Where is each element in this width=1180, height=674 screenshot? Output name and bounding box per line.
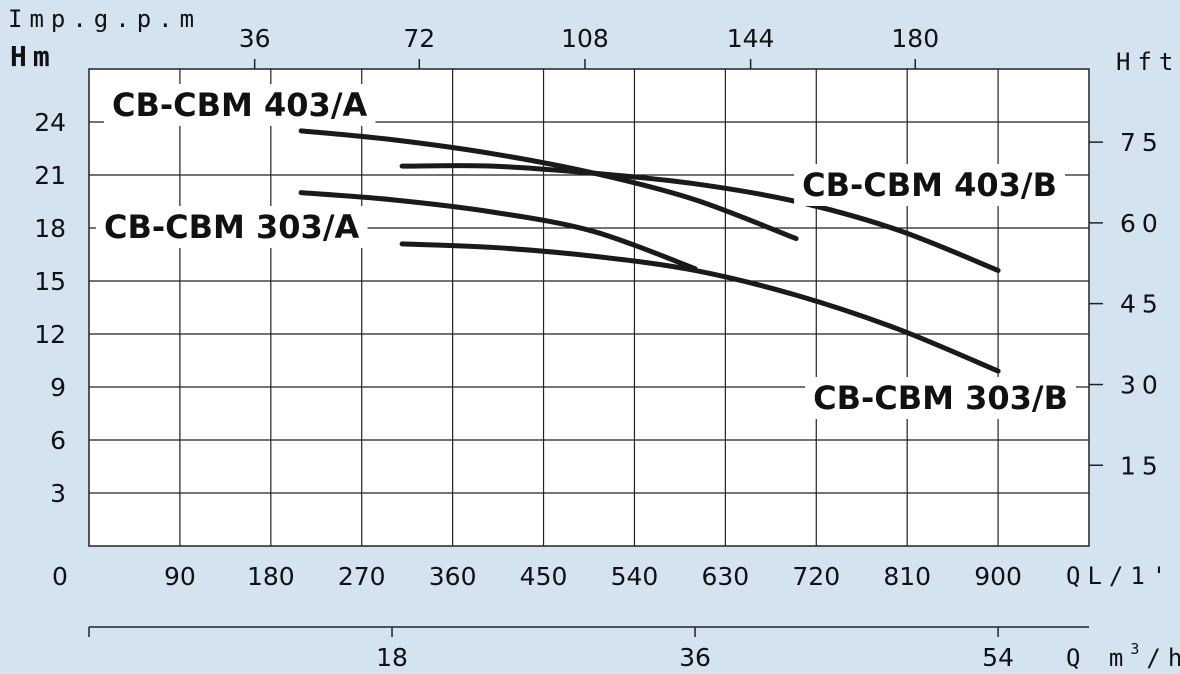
x-tick-label: 630 bbox=[702, 562, 750, 591]
series-label-bg bbox=[794, 164, 1065, 206]
right-tick-label: 60 bbox=[1120, 209, 1164, 238]
series-label: CB-CBM 303/A bbox=[104, 208, 360, 246]
series-curve-1 bbox=[298, 128, 799, 242]
bottom-flow2-unit: Q m3/h bbox=[1066, 640, 1180, 672]
y-tick-label: 18 bbox=[34, 214, 66, 243]
bottom-flow2-prefix: Q m bbox=[1066, 644, 1130, 672]
bottom-flow2-suffix: /h bbox=[1146, 644, 1180, 672]
top-tick-label: 108 bbox=[561, 24, 609, 53]
y-tick-label: 24 bbox=[34, 108, 66, 137]
x-tick-label: 270 bbox=[338, 562, 386, 591]
series-label: CB-CBM 403/A bbox=[112, 86, 368, 124]
right-tick-label: 15 bbox=[1120, 451, 1164, 480]
x-tick-label: 810 bbox=[883, 562, 931, 591]
series-label: CB-CBM 403/B bbox=[802, 166, 1057, 204]
right-tick-label: 30 bbox=[1120, 371, 1164, 400]
right-tick-label: 75 bbox=[1120, 128, 1164, 157]
right-tick-label: 45 bbox=[1120, 290, 1164, 319]
secondary-flow-axis: 18 36 54 bbox=[88, 626, 1089, 672]
y-tick-label: 15 bbox=[34, 267, 66, 296]
y-tick-label: 12 bbox=[34, 320, 66, 349]
series-label-bg bbox=[96, 206, 368, 248]
axis2-tick-label: 54 bbox=[982, 643, 1014, 672]
top-tick-label: 36 bbox=[239, 24, 271, 53]
y-tick-label: 21 bbox=[34, 161, 66, 190]
x-tick-label: 540 bbox=[611, 562, 659, 591]
top-flow-unit: Imp.g.p.m bbox=[8, 5, 201, 33]
plot-border bbox=[88, 68, 1090, 547]
curves bbox=[298, 128, 1001, 374]
x-tick-label: 900 bbox=[974, 562, 1022, 591]
y-tick-label: 6 bbox=[50, 426, 66, 455]
series-curve-2 bbox=[399, 163, 1001, 273]
x-tick-label: 450 bbox=[520, 562, 568, 591]
y-tick-label: 9 bbox=[50, 373, 66, 402]
bottom-flow-unit: QL/1' bbox=[1066, 562, 1173, 590]
plot-area bbox=[89, 69, 1089, 546]
right-head-unit: Hft bbox=[1116, 48, 1180, 76]
top-tick-label: 144 bbox=[727, 24, 775, 53]
axis2-tick-label: 36 bbox=[679, 643, 711, 672]
y-tick-label: 3 bbox=[50, 479, 66, 508]
x-tick-label: 90 bbox=[164, 562, 196, 591]
series-curve-4 bbox=[399, 241, 1001, 374]
x-tick-label: 720 bbox=[792, 562, 840, 591]
x-tick-label: 180 bbox=[247, 562, 295, 591]
x-origin-label: 0 bbox=[52, 562, 68, 591]
series-label-bg bbox=[805, 377, 1076, 419]
series-label-bg bbox=[104, 84, 376, 126]
x-tick-label: 360 bbox=[429, 562, 477, 591]
series-label: CB-CBM 303/B bbox=[813, 379, 1068, 417]
left-head-unit: Hm bbox=[10, 40, 56, 73]
top-tick-label: 72 bbox=[403, 24, 435, 53]
top-tick-label: 180 bbox=[891, 24, 939, 53]
series-curve-3 bbox=[298, 190, 698, 272]
axis2-tick-label: 18 bbox=[376, 643, 408, 672]
bottom-flow2-sup: 3 bbox=[1130, 640, 1146, 658]
series-labels: CB-CBM 403/A CB-CBM 403/B CB-CBM 303/A CB-C… bbox=[96, 84, 1076, 419]
tick-labels: 90 180 270 360 450 540 630 720 810 90003691215182… bbox=[34, 24, 1164, 591]
